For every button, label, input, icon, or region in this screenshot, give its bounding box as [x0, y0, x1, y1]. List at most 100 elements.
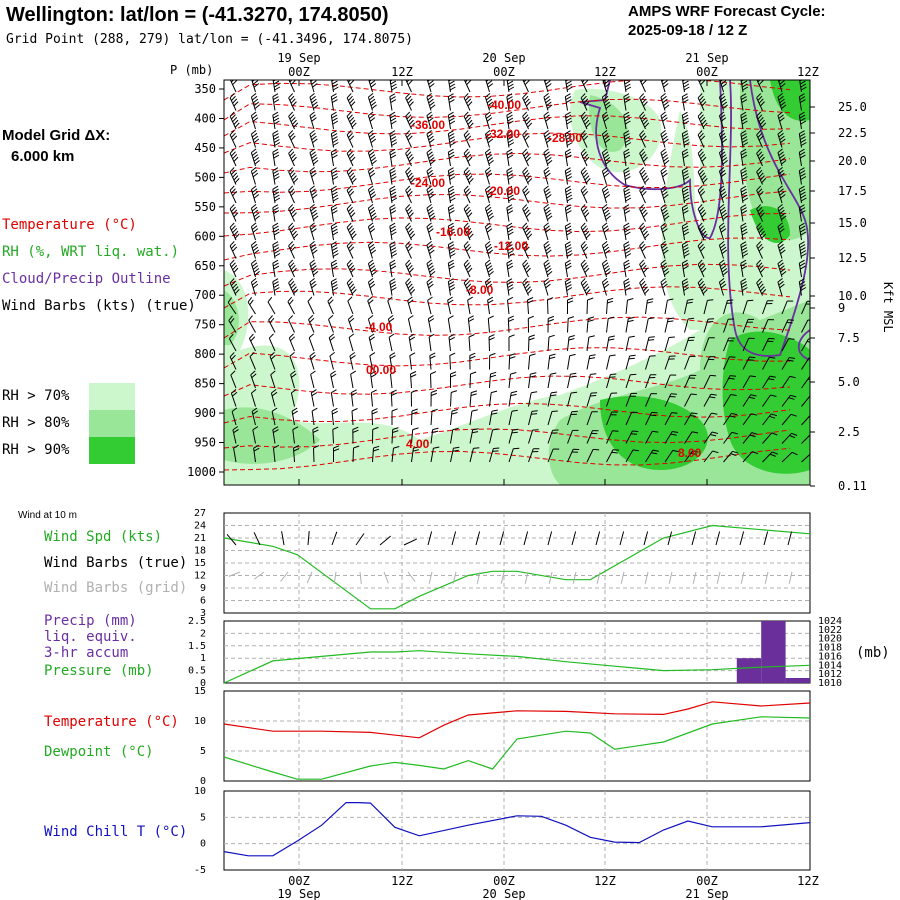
barb-flag [405, 278, 411, 284]
barb-flag [467, 119, 473, 125]
wind-tick-label: 12 [194, 571, 206, 582]
wind-barb [250, 130, 260, 148]
wind-barb [250, 259, 260, 278]
barb-flag [779, 154, 785, 159]
barb-staff [681, 226, 685, 241]
model-grid-label: Model Grid ΔX: [2, 127, 111, 144]
barb-flag [465, 80, 468, 83]
barb-staff [580, 245, 588, 259]
barb-flag [632, 430, 639, 433]
barb-staff [625, 337, 630, 352]
barb-flag [789, 357, 796, 359]
barb-flag [410, 122, 416, 128]
barb-staff [543, 115, 549, 130]
barb-flag [485, 188, 492, 193]
barb-flag [511, 390, 518, 394]
wind-barb [586, 411, 598, 426]
barb-staff [272, 96, 276, 111]
barb-flag [332, 253, 339, 257]
barb-flag [682, 241, 688, 246]
barb-flag [331, 173, 338, 178]
barb-flag [332, 142, 339, 146]
barb-staff [639, 245, 646, 259]
wind-barb [522, 241, 530, 259]
barb-flag [485, 169, 492, 175]
barb-flag [272, 167, 279, 172]
wind-barb [272, 426, 279, 444]
wind-barb [681, 111, 690, 130]
barb-flag [624, 136, 631, 141]
barb-flag [700, 172, 706, 178]
barb-flag [585, 233, 591, 239]
wind-barb [349, 352, 356, 370]
wind-barb [543, 80, 552, 93]
grid-point-label: Grid Point (288, 279) lat/lon = (-41.349… [6, 32, 413, 47]
wind-barb [718, 167, 727, 185]
barb-staff [586, 411, 593, 426]
barb-flag [741, 225, 747, 230]
wind-barb [740, 204, 748, 222]
barb-staff [801, 319, 809, 333]
barb-flag [721, 83, 728, 88]
barb-flag [506, 148, 513, 153]
barb-flag [348, 188, 353, 194]
barb-flag [639, 241, 645, 247]
wind-barb [229, 185, 238, 204]
barb-flag [722, 271, 728, 276]
barb-flag [509, 356, 516, 359]
barb-flag [427, 75, 432, 79]
barb-flag [650, 414, 657, 417]
barb-flag [719, 206, 726, 212]
wind-barb [228, 333, 237, 352]
barb-flag [331, 222, 337, 227]
barb-flag [426, 167, 432, 172]
barb-staff [697, 97, 705, 111]
barb-flag [488, 315, 494, 320]
wind-barb [372, 445, 380, 463]
wind-barb [367, 259, 377, 278]
barb-flag [730, 375, 737, 377]
barb-flag [648, 336, 655, 338]
barb-flag [780, 138, 786, 144]
barb-flag [229, 204, 235, 210]
barb-flag [273, 228, 280, 233]
barb-flag [639, 185, 645, 191]
wind-barb [564, 148, 572, 167]
barb-staff [660, 80, 666, 93]
barb-flag [368, 148, 374, 153]
barb-flag [272, 148, 279, 153]
barb-flag [711, 412, 718, 415]
barb-flag [449, 139, 456, 144]
barb-flag [389, 167, 396, 172]
wind-barb [331, 80, 339, 93]
wind-barb [506, 93, 514, 111]
barb-flag [232, 154, 238, 160]
barb-flag [309, 222, 315, 227]
barb-flag [289, 225, 295, 231]
pressure-tick-label: 1024 [818, 616, 842, 627]
barb-flag [486, 172, 493, 178]
wind-barb [697, 278, 708, 296]
barb-flag [639, 167, 645, 173]
barb-staff [528, 411, 533, 426]
barb-flag [273, 154, 280, 159]
barb-flag [510, 372, 517, 375]
barb-flag [506, 111, 513, 116]
barb-staff [327, 300, 334, 315]
barb-flag [779, 209, 785, 215]
barb-flag [702, 289, 708, 295]
wind-barb [645, 336, 655, 352]
barb-flag [368, 132, 375, 138]
barb-flag [448, 96, 455, 101]
barb-flag [580, 204, 586, 210]
barb-grid [254, 571, 265, 580]
barb-flag [702, 233, 708, 239]
wind-barb [684, 298, 694, 315]
wind-barb [430, 446, 440, 463]
barb-flag [524, 98, 530, 104]
wind-barb [388, 333, 395, 352]
barb-staff [742, 413, 752, 426]
barb-flag [701, 267, 707, 273]
barb-flag [231, 188, 236, 194]
barb-flag [229, 185, 235, 191]
